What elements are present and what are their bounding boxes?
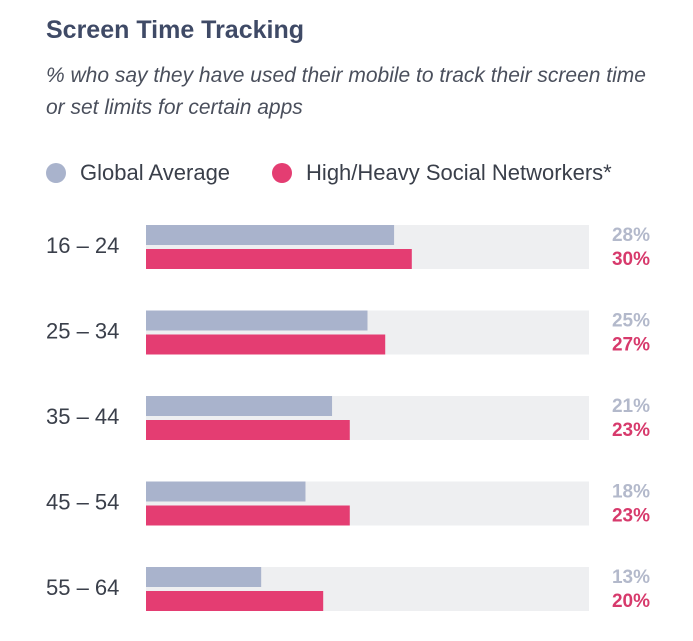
- bar-social-networkers: [146, 591, 324, 611]
- chart-legend: Global Average High/Heavy Social Network…: [46, 160, 654, 186]
- legend-swatch-global: [46, 163, 66, 183]
- bar-global-average: [146, 481, 306, 502]
- chart-subtitle: % who say they have used their mobile to…: [46, 64, 646, 119]
- legend-label-social: High/Heavy Social Networkers*: [306, 160, 612, 185]
- bar-chart: 16 – 24 28% 30% 25 – 34 25% 27% 35 – 44 21% 23% 4…: [46, 225, 650, 612]
- chart-title: Screen Time Tracking: [46, 16, 304, 44]
- category-label: 45 – 54: [46, 490, 119, 515]
- category-label: 16 – 24: [46, 233, 119, 258]
- category-label: 35 – 44: [46, 404, 119, 429]
- value-label-social: 23%: [612, 506, 650, 527]
- value-label-global: 25%: [612, 311, 650, 332]
- value-label-global: 28%: [612, 225, 650, 246]
- bar-global-average: [146, 310, 368, 331]
- value-label-global: 21%: [612, 396, 650, 417]
- category-label: 55 – 64: [46, 575, 119, 600]
- value-label-social: 30%: [612, 249, 650, 270]
- value-label-social: 20%: [612, 591, 650, 612]
- bar-social-networkers: [146, 420, 350, 440]
- bar-global-average: [146, 225, 395, 245]
- legend-label-global: Global Average: [80, 160, 231, 185]
- bar-social-networkers: [146, 249, 412, 269]
- value-label-social: 23%: [612, 420, 650, 441]
- value-label-global: 18%: [612, 482, 650, 503]
- bar-global-average: [146, 567, 262, 587]
- bar-global-average: [146, 396, 333, 416]
- value-label-global: 13%: [612, 567, 650, 588]
- legend-item-global: Global Average: [46, 160, 230, 186]
- legend-swatch-social: [272, 163, 293, 183]
- bar-social-networkers: [146, 505, 350, 526]
- value-label-social: 27%: [612, 335, 650, 356]
- category-label: 25 – 34: [46, 319, 119, 344]
- legend-item-social: High/Heavy Social Networkers*: [272, 160, 612, 186]
- bar-social-networkers: [146, 334, 386, 355]
